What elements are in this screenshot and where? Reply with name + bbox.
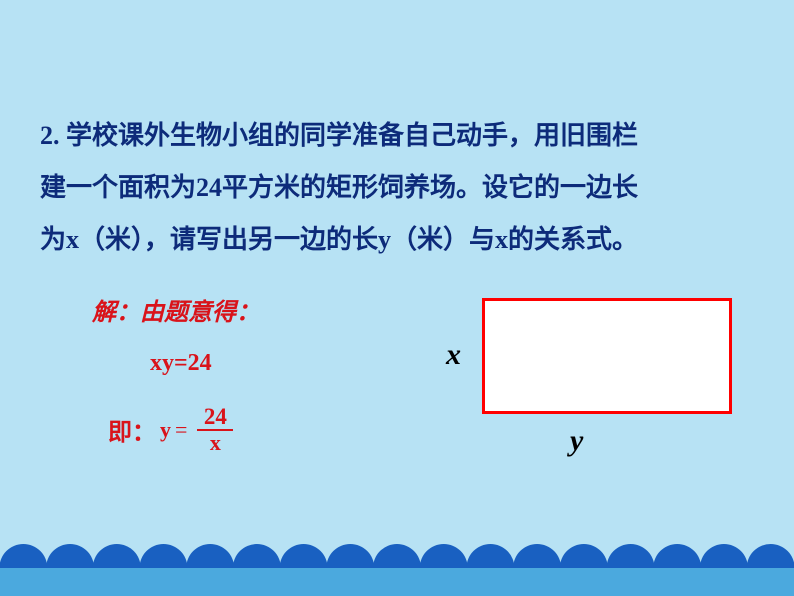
- fraction-denominator: x: [210, 431, 221, 454]
- fraction: 24 x: [197, 405, 233, 454]
- question-text: 2. 学校课外生物小组的同学准备自己动手，用旧围栏 建一个面积为24平方米的矩形…: [40, 110, 754, 266]
- question-line-2: 建一个面积为24平方米的矩形饲养场。设它的一边长: [40, 162, 754, 214]
- rectangle-diagram: [482, 298, 732, 414]
- var-y: y: [160, 417, 171, 443]
- equation-expr: y = 24 x: [160, 405, 233, 454]
- equation-xy: xy=24: [150, 350, 212, 377]
- equals-sign: =: [175, 417, 187, 443]
- question-line-3: 为x（米），请写出另一边的长y（米）与x的关系式。: [40, 214, 754, 266]
- x-label: x: [446, 338, 461, 372]
- wave-decoration: [0, 518, 794, 596]
- question-line-1: 2. 学校课外生物小组的同学准备自己动手，用旧围栏: [40, 110, 754, 162]
- equation-prefix: 即：: [108, 412, 156, 447]
- fraction-numerator: 24: [200, 405, 231, 429]
- y-label: y: [570, 424, 583, 458]
- equation-result: 即： y = 24 x: [108, 405, 233, 454]
- solution-label: 解：由题意得：: [92, 292, 260, 327]
